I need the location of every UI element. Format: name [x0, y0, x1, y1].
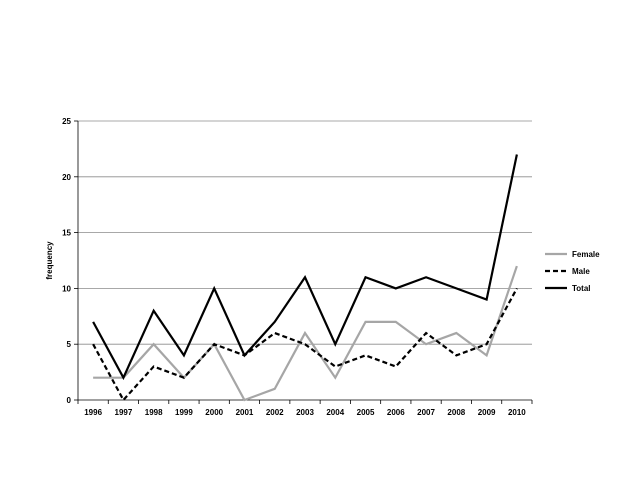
x-tick-label: 2000 [205, 408, 223, 417]
x-tick-label: 2008 [447, 408, 465, 417]
y-tick-label: 0 [67, 396, 72, 405]
legend-label-female: Female [572, 250, 600, 259]
x-tick-label: 1998 [145, 408, 163, 417]
y-tick-label: 25 [62, 117, 71, 126]
y-tick-label: 15 [62, 229, 71, 238]
x-tick-label: 2001 [236, 408, 254, 417]
x-tick-label: 2002 [266, 408, 284, 417]
y-tick-label: 20 [62, 173, 71, 182]
x-tick-label: 1999 [175, 408, 193, 417]
y-tick-label: 5 [67, 340, 72, 349]
x-tick-label: 1996 [84, 408, 102, 417]
legend-label-total: Total [572, 284, 591, 293]
gridlines [78, 120, 532, 345]
x-tick-label: 2004 [326, 408, 344, 417]
y-tick-label: 10 [62, 284, 71, 293]
x-tick-label: 2005 [357, 408, 375, 417]
x-tick-labels: 1996 1997 1998 1999 2000 2001 2002 2003 2004 2005… [84, 408, 526, 417]
x-tick-label: 2007 [417, 408, 435, 417]
x-tick-label: 2006 [387, 408, 405, 417]
x-tick-label: 2003 [296, 408, 314, 417]
x-tick-label: 1997 [115, 408, 133, 417]
series-line-female [93, 265, 518, 402]
series-line-male [92, 287, 518, 402]
legend-label-male: Male [572, 267, 590, 276]
series-line-total [92, 154, 518, 381]
axes [74, 120, 533, 404]
legend: Female Male Total [545, 250, 600, 293]
x-tick-label: 2010 [508, 408, 526, 417]
y-tick-labels: 0 5 10 15 20 25 [62, 117, 71, 405]
series-lines [92, 154, 518, 402]
y-axis-label: frequency [45, 241, 54, 280]
x-tick-label: 2009 [478, 408, 496, 417]
